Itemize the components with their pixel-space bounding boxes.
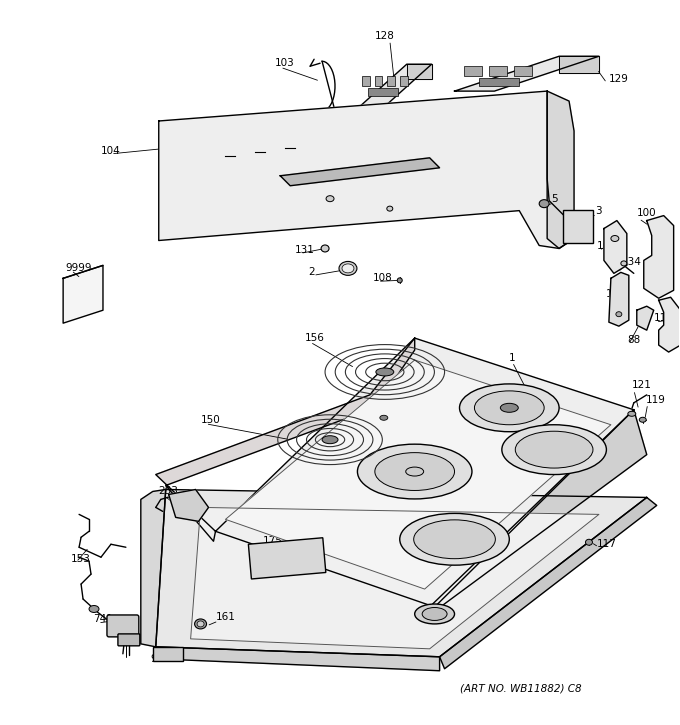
Polygon shape [158,91,574,249]
Polygon shape [547,91,574,249]
Text: 253: 253 [158,486,179,497]
Ellipse shape [194,619,207,629]
Ellipse shape [460,384,559,431]
Polygon shape [432,410,647,609]
Text: 153: 153 [71,554,91,564]
Text: 108: 108 [373,273,392,283]
Polygon shape [659,297,680,352]
Text: 106: 106 [606,289,626,299]
Text: 101: 101 [597,241,617,252]
FancyBboxPatch shape [107,615,139,637]
Text: 104: 104 [101,146,121,156]
Ellipse shape [375,452,454,491]
Polygon shape [156,647,439,671]
Polygon shape [644,215,674,298]
Ellipse shape [322,436,338,444]
Polygon shape [559,57,599,73]
Ellipse shape [321,245,329,252]
Ellipse shape [339,262,357,276]
Ellipse shape [515,431,593,468]
Text: 134: 134 [622,257,642,268]
Text: 100: 100 [636,207,656,218]
FancyBboxPatch shape [118,634,140,646]
Ellipse shape [397,278,403,283]
Text: 129: 129 [609,74,629,84]
Text: 116: 116 [653,313,674,323]
Ellipse shape [358,444,472,499]
Polygon shape [407,65,432,79]
Polygon shape [280,158,439,186]
Text: 131: 131 [295,246,315,255]
Text: 154: 154 [330,460,350,470]
Text: 88: 88 [627,335,640,345]
Polygon shape [604,220,627,273]
Ellipse shape [585,539,592,545]
Ellipse shape [628,411,636,416]
Ellipse shape [326,196,334,202]
Bar [375,76,382,86]
Polygon shape [609,273,629,326]
Ellipse shape [406,467,424,476]
Polygon shape [636,306,653,330]
Text: 2: 2 [308,268,315,278]
Ellipse shape [413,520,495,559]
Text: (ART NO. WB11882) C8: (ART NO. WB11882) C8 [460,684,581,694]
Bar [400,76,408,86]
Text: 158: 158 [464,415,484,425]
Ellipse shape [422,608,447,621]
Polygon shape [454,57,599,91]
Text: 150: 150 [201,415,220,425]
Ellipse shape [616,312,622,317]
Polygon shape [156,489,647,657]
Polygon shape [439,497,657,668]
Ellipse shape [639,418,646,422]
Ellipse shape [621,261,627,266]
Ellipse shape [89,605,99,613]
Text: 156: 156 [305,333,325,343]
Text: 175: 175 [262,536,282,546]
Bar [514,66,532,76]
Ellipse shape [611,236,619,241]
Text: 961: 961 [151,654,171,664]
Bar [387,76,395,86]
Text: 103: 103 [275,58,295,68]
Ellipse shape [500,403,518,413]
Text: 128: 128 [375,31,394,41]
Ellipse shape [400,513,509,566]
Text: 5: 5 [551,194,558,204]
Polygon shape [190,507,599,649]
Bar [479,78,520,86]
Text: 9999: 9999 [65,263,92,273]
Text: 1: 1 [509,353,516,363]
Ellipse shape [342,264,354,273]
Ellipse shape [415,604,454,624]
Polygon shape [216,338,634,607]
Bar [362,76,370,86]
Polygon shape [141,489,166,647]
Text: 121: 121 [632,380,651,390]
Polygon shape [357,65,432,109]
Text: 3: 3 [595,206,602,215]
Bar [368,88,398,96]
Bar [248,538,326,579]
Ellipse shape [376,368,394,376]
Bar [153,647,183,660]
Polygon shape [63,265,103,323]
Ellipse shape [380,415,388,420]
Polygon shape [226,360,611,589]
Text: 161: 161 [216,612,235,622]
Polygon shape [169,489,209,521]
Ellipse shape [539,199,549,207]
Bar [490,66,507,76]
Text: 117: 117 [597,539,617,550]
Text: 741: 741 [93,614,113,624]
Ellipse shape [387,206,393,211]
Ellipse shape [475,391,544,425]
Ellipse shape [502,425,607,475]
Text: 119: 119 [646,395,666,405]
Polygon shape [156,338,415,542]
FancyBboxPatch shape [563,210,593,244]
Ellipse shape [197,621,204,627]
Bar [464,66,482,76]
